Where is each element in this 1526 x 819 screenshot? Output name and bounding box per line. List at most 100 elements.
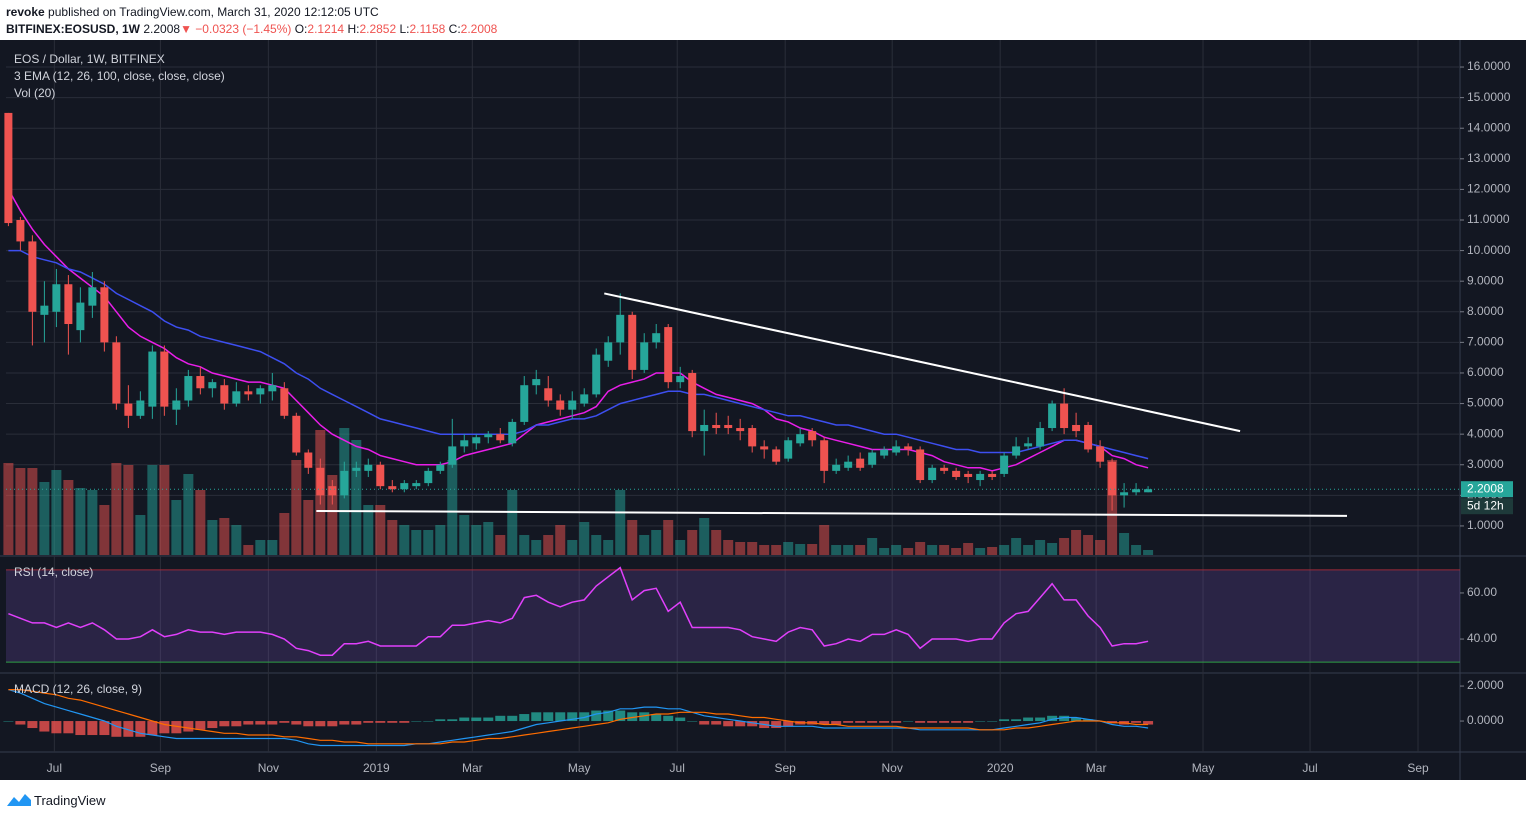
- macd-histogram-bar: [843, 721, 854, 723]
- y-tick-label: 60.00: [1467, 585, 1497, 599]
- candle-body: [472, 437, 481, 444]
- symbol: BITFINEX:EOSUSD, 1W: [6, 22, 141, 36]
- volume-bar: [531, 540, 542, 555]
- ema-line: [8, 249, 1149, 460]
- candle-body: [700, 424, 709, 432]
- macd-histogram-bar: [519, 714, 530, 722]
- macd-histogram-bar: [123, 721, 134, 737]
- macd-histogram-bar: [975, 721, 986, 722]
- volume-bar: [1035, 540, 1046, 555]
- countdown: 5d 12h: [1467, 498, 1504, 512]
- y-tick-label: 4.0000: [1467, 426, 1504, 440]
- volume-bar: [1131, 545, 1142, 555]
- candle-body: [1048, 403, 1057, 429]
- candle-body: [952, 470, 961, 477]
- macd-histogram-bar: [1131, 721, 1142, 723]
- macd-histogram-bar: [651, 714, 662, 722]
- publish-line: revoke published on TradingView.com, Mar…: [6, 5, 379, 19]
- volume-bar: [399, 525, 410, 555]
- volume-bar: [291, 460, 302, 555]
- candle-body: [760, 446, 769, 450]
- candle-body: [820, 440, 829, 471]
- volume-bar: [627, 520, 638, 555]
- volume-bar: [159, 465, 170, 555]
- macd-histogram-bar: [135, 721, 146, 737]
- y-tick-label: 10.0000: [1467, 243, 1511, 257]
- candle-body: [652, 333, 661, 343]
- candle-body: [1132, 489, 1141, 493]
- logo: [7, 794, 31, 806]
- candle-body: [976, 473, 985, 481]
- macd-histogram-bar: [579, 712, 590, 722]
- candle-body: [328, 486, 337, 496]
- volume-bar: [39, 482, 50, 555]
- volume-bar: [507, 490, 518, 555]
- candle-body: [400, 483, 409, 490]
- volume-bar: [63, 480, 74, 555]
- x-tick-label: Sep: [150, 761, 172, 775]
- y-tick-label: 2.0000: [1467, 678, 1504, 692]
- macd-histogram-bar: [111, 721, 122, 737]
- o-label: O:: [294, 22, 308, 36]
- macd-histogram-bar: [699, 721, 710, 725]
- arrow: ▼: [180, 22, 192, 36]
- author: revoke: [6, 5, 45, 19]
- candle-body: [556, 400, 565, 410]
- macd-histogram-bar: [819, 721, 830, 725]
- volume-bar: [111, 463, 122, 555]
- macd-histogram-bar: [1059, 715, 1070, 722]
- candle-body: [868, 452, 877, 465]
- candle-body: [844, 461, 853, 468]
- candle-body: [376, 464, 385, 487]
- macd-histogram-bar: [507, 715, 518, 722]
- macd-histogram-bar: [1143, 721, 1154, 725]
- candle-body: [784, 440, 793, 459]
- candle-body: [112, 342, 121, 404]
- macd-histogram-bar: [1023, 717, 1034, 722]
- candle-body: [184, 376, 193, 401]
- candle-body: [268, 385, 277, 392]
- macd-histogram-bar: [783, 721, 794, 727]
- volume-bar: [903, 548, 914, 555]
- y-tick-label: 7.0000: [1467, 335, 1504, 349]
- candle-body: [304, 452, 313, 468]
- macd-histogram-bar: [243, 721, 254, 725]
- volume-bar: [423, 530, 434, 555]
- candle-body: [316, 467, 325, 496]
- volume-bar: [207, 520, 218, 555]
- rsi-band: [6, 569, 1460, 663]
- volume-bar: [267, 540, 278, 555]
- volume-bar: [1059, 538, 1070, 555]
- macd-histogram-bar: [615, 710, 626, 722]
- volume-bar: [1011, 538, 1022, 555]
- candle-body: [64, 284, 73, 325]
- macd-histogram-bar: [903, 721, 914, 722]
- volume-bar: [939, 545, 950, 555]
- macd-histogram-bar: [999, 719, 1010, 722]
- candle-body: [640, 342, 649, 370]
- l-label: L:: [399, 22, 410, 36]
- candle-body: [232, 391, 241, 404]
- y-tick-label: 1.0000: [1467, 518, 1504, 532]
- volume-bar: [819, 525, 830, 555]
- candle-body: [892, 446, 901, 453]
- x-tick-label: Jul: [1302, 761, 1317, 775]
- volume-bar: [963, 543, 974, 555]
- volume-bar: [351, 440, 362, 555]
- volume-bar: [927, 545, 938, 555]
- volume-bar: [1083, 535, 1094, 555]
- candle-body: [1108, 461, 1117, 496]
- y-tick-label: 3.0000: [1467, 457, 1504, 471]
- macd-histogram-bar: [723, 721, 734, 727]
- volume-bar: [807, 544, 818, 555]
- macd-histogram-bar: [915, 721, 926, 723]
- volume-bar: [435, 525, 446, 555]
- candle-body: [616, 314, 625, 343]
- volume-bar: [375, 505, 386, 555]
- macd-histogram-bar: [411, 721, 422, 722]
- candle-body: [880, 449, 889, 456]
- candle-body: [1024, 443, 1033, 447]
- x-tick-label: 2020: [987, 761, 1014, 775]
- candle-body: [532, 379, 541, 386]
- volume-bar: [195, 490, 206, 555]
